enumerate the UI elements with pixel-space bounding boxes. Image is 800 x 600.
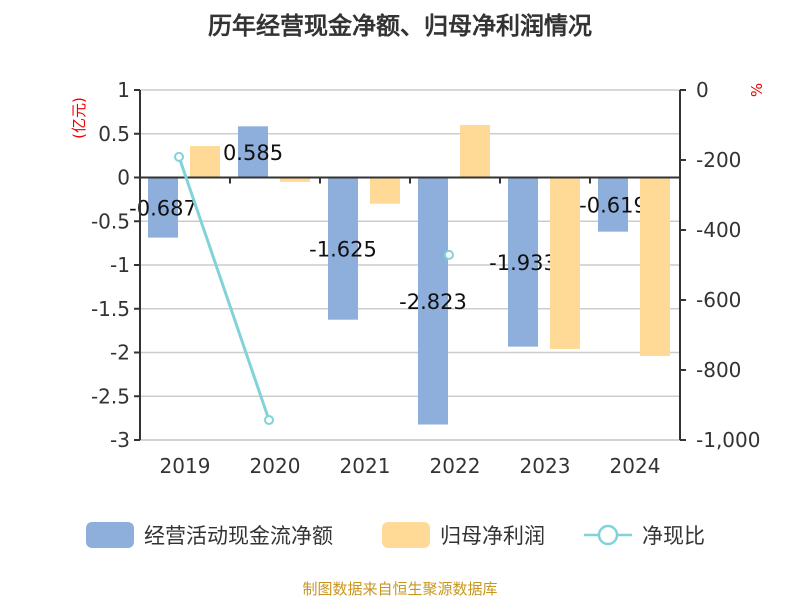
source-note: 制图数据来自恒生聚源数据库 — [302, 580, 497, 598]
right-axis-unit: % — [748, 83, 766, 97]
x-tick-label: 2024 — [610, 454, 661, 478]
x-tick-label: 2020 — [250, 454, 301, 478]
right-tick-label: 0 — [696, 78, 709, 102]
left-tick-label: -1 — [110, 253, 130, 277]
legend-label-netprofit: 归母净利润 — [440, 524, 545, 548]
legend-marker-ratio — [597, 524, 619, 546]
bar-cashflow — [148, 177, 178, 238]
left-axis-unit: (亿元) — [70, 97, 88, 139]
ratio-line — [177, 156, 271, 421]
bar-cashflow — [418, 177, 448, 425]
ratio-point — [444, 249, 454, 260]
ratio-point — [264, 415, 274, 426]
bar-netprofit — [190, 146, 220, 178]
x-tick-label: 2022 — [430, 454, 481, 478]
bar-cashflow — [328, 177, 358, 320]
right-tick-label: -600 — [696, 288, 741, 312]
legend: 经营活动现金流净额 归母净利润 净现比 — [86, 522, 705, 548]
legend-label-ratio: 净现比 — [642, 524, 705, 548]
left-tick-label: -2 — [110, 341, 130, 365]
bar-cashflow — [238, 126, 268, 178]
left-tick-label: 1 — [117, 78, 130, 102]
left-tick-label: 0.5 — [98, 122, 130, 146]
bar-label-cashflow: 0.585 — [223, 141, 283, 165]
bar-netprofit — [370, 177, 400, 204]
legend-swatch-netprofit — [382, 522, 430, 548]
left-tick-label: -1.5 — [91, 297, 130, 321]
right-tick-label: -1,000 — [696, 428, 760, 452]
right-tick-label: -800 — [696, 358, 741, 382]
left-tick-label: 0 — [117, 166, 130, 190]
x-tick-label: 2021 — [340, 454, 391, 478]
left-tick-label: -3 — [110, 428, 130, 452]
bar-netprofit — [460, 125, 490, 178]
bar-label-cashflow: -1.933 — [489, 251, 557, 275]
bar-label-cashflow: -2.823 — [399, 290, 467, 314]
bar-cashflow — [598, 177, 628, 232]
legend-label-cashflow: 经营活动现金流净额 — [144, 524, 333, 548]
bar-cashflow — [508, 177, 538, 347]
right-tick-label: -400 — [696, 218, 741, 242]
chart-title: 历年经营现金净额、归母净利润情况 — [208, 12, 592, 40]
bar-label-cashflow: -1.625 — [309, 238, 377, 262]
bar-netprofit — [640, 177, 670, 356]
legend-swatch-cashflow — [86, 522, 134, 548]
ratio-point — [174, 151, 184, 162]
bar-netprofit — [280, 177, 310, 182]
left-tick-label: -2.5 — [91, 384, 130, 408]
left-tick-label: -0.5 — [91, 209, 130, 233]
bar-label-cashflow: -0.619 — [579, 194, 647, 218]
x-tick-label: 2019 — [160, 454, 211, 478]
x-tick-label: 2023 — [520, 454, 571, 478]
right-tick-label: -200 — [696, 148, 741, 172]
bar-netprofit — [550, 177, 580, 349]
